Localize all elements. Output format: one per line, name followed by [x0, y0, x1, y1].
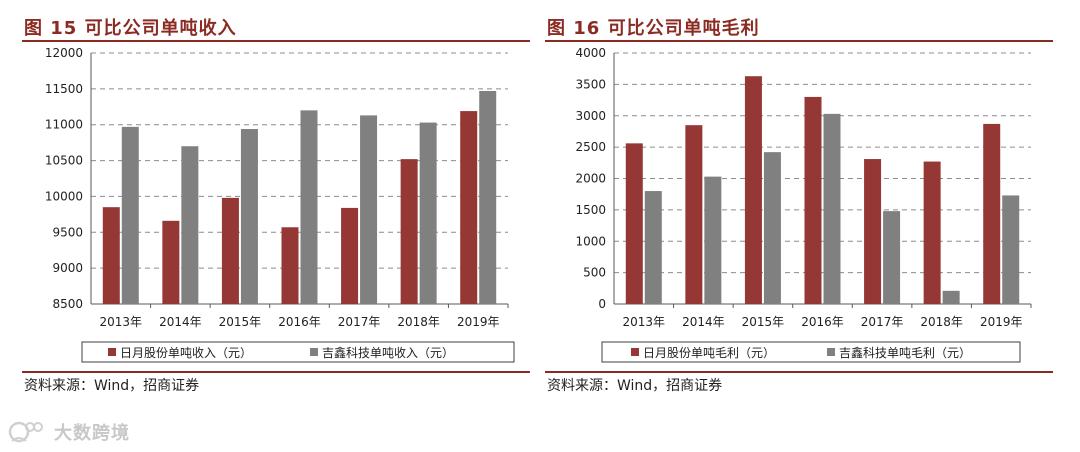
- bar-chart-gross-profit-per-ton: 0 500 1000 1500 2000 2500 3000 3500 4000 2013年 201…: [575, 46, 1032, 363]
- chart-panel-left: 图 15 可比公司单吨收入 8500 9000 9500 10000 10500 1100…: [22, 0, 530, 400]
- y-tick-label: 0: [598, 297, 606, 311]
- bar-series-1: [685, 125, 703, 304]
- bar-series-2: [942, 290, 960, 304]
- source-divider: [545, 371, 1053, 373]
- bar-series-2: [704, 176, 722, 304]
- y-tick-label: 4000: [575, 46, 606, 60]
- x-tick-label: 2013年: [100, 315, 143, 329]
- x-tick-label: 2018年: [920, 315, 963, 329]
- bar-series-2: [1002, 195, 1020, 304]
- x-tick-label: 2016年: [801, 315, 844, 329]
- watermark: 大数跨境: [8, 418, 130, 446]
- y-tick-label: 3500: [575, 77, 606, 91]
- legend-box: [601, 341, 1021, 363]
- x-tick-label: 2014年: [159, 315, 202, 329]
- legend-label: 日月股份单吨收入（元）: [120, 346, 252, 360]
- source-note: 资料来源：Wind，招商证券: [547, 378, 723, 394]
- title-divider: [22, 40, 530, 42]
- bar-series-1: [983, 123, 1001, 304]
- legend-swatch: [310, 348, 318, 356]
- bar-series-1: [923, 161, 941, 304]
- legend-swatch: [631, 348, 639, 356]
- chart-title: 图 15 可比公司单吨收入: [24, 18, 237, 39]
- x-tick-label: 2015年: [742, 315, 785, 329]
- bar-series-2: [883, 211, 901, 304]
- y-tick-label: 10000: [45, 189, 83, 203]
- x-tick-label: 2019年: [457, 315, 500, 329]
- y-tick-label: 9000: [52, 261, 83, 275]
- y-tick-label: 9500: [52, 225, 83, 239]
- bar-series-2: [419, 122, 437, 304]
- y-tick-label: 2000: [575, 172, 606, 186]
- x-tick-label: 2017年: [338, 315, 381, 329]
- bar-chart-revenue-per-ton: 8500 9000 9500 10000 10500 11000 11500 12000 201…: [45, 46, 515, 363]
- bar-series-1: [221, 197, 239, 304]
- bar-series-1: [460, 111, 478, 305]
- legend-swatch: [108, 348, 116, 356]
- chart-title: 图 16 可比公司单吨毛利: [547, 18, 760, 39]
- y-tick-label: 12000: [45, 46, 83, 60]
- x-tick-label: 2019年: [980, 315, 1023, 329]
- legend-label: 吉鑫科技单吨收入（元）: [322, 345, 454, 360]
- y-tick-label: 2500: [575, 140, 606, 154]
- y-tick-label: 1500: [575, 203, 606, 217]
- y-tick-label: 10500: [45, 154, 83, 168]
- x-tick-label: 2013年: [623, 315, 666, 329]
- chart-panel-right: 图 16 可比公司单吨毛利 0 500 1000 1500 2000 2500 3000 35…: [545, 0, 1053, 400]
- bar-series-1: [281, 227, 299, 304]
- legend-swatch: [827, 348, 835, 356]
- legend-label: 吉鑫科技单吨毛利（元）: [839, 345, 971, 360]
- legend-label: 日月股份单吨毛利（元）: [643, 346, 775, 360]
- bar-series-2: [479, 91, 497, 304]
- bar-series-2: [181, 146, 199, 304]
- x-tick-label: 2016年: [278, 315, 321, 329]
- bar-series-1: [625, 143, 643, 304]
- bar-series-1: [744, 76, 762, 304]
- bar-series-1: [864, 159, 882, 304]
- y-tick-label: 1000: [575, 234, 606, 248]
- bar-series-1: [162, 220, 180, 304]
- watermark-text: 大数跨境: [54, 423, 130, 444]
- bar-series-1: [400, 159, 418, 304]
- x-tick-label: 2014年: [682, 315, 725, 329]
- bar-series-2: [300, 110, 318, 304]
- bar-series-1: [102, 207, 120, 304]
- y-tick-label: 11000: [45, 118, 83, 132]
- bar-series-1: [804, 96, 822, 304]
- title-divider: [545, 40, 1053, 42]
- bar-series-2: [240, 129, 258, 304]
- y-tick-label: 3000: [575, 109, 606, 123]
- x-tick-label: 2017年: [861, 315, 904, 329]
- x-tick-label: 2018年: [397, 315, 440, 329]
- source-note: 资料来源：Wind，招商证券: [24, 378, 200, 394]
- bar-series-2: [763, 152, 781, 304]
- bar-series-2: [360, 115, 378, 305]
- source-divider: [22, 371, 530, 373]
- y-tick-label: 11500: [45, 82, 83, 96]
- brand-logo-icon: [8, 421, 43, 443]
- bar-series-2: [644, 191, 662, 304]
- legend-box: [81, 341, 515, 363]
- bar-series-2: [823, 113, 841, 305]
- y-tick-label: 500: [583, 266, 606, 280]
- bar-series-2: [121, 126, 139, 304]
- bar-series-1: [341, 207, 359, 304]
- x-tick-label: 2015年: [219, 315, 262, 329]
- y-tick-label: 8500: [52, 297, 83, 311]
